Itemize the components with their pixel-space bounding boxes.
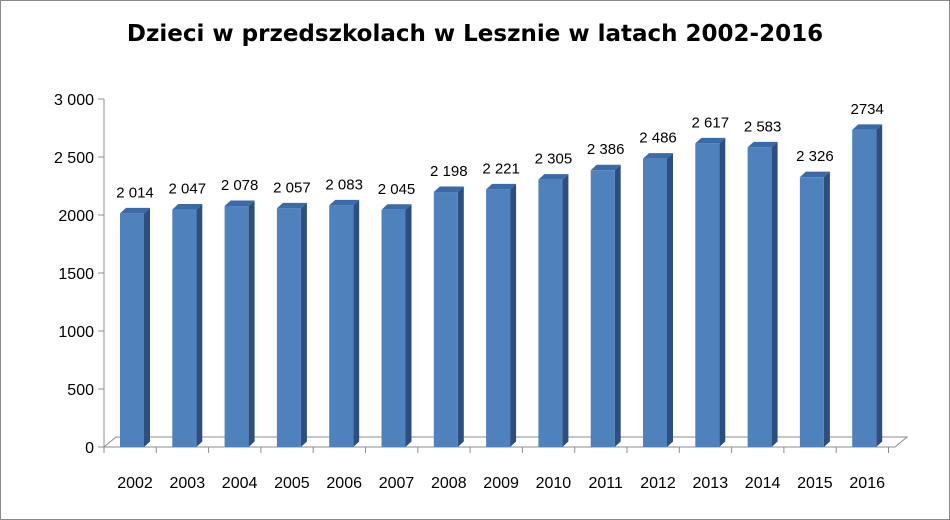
- bar-side: [353, 199, 360, 447]
- bar: [381, 209, 406, 447]
- bar-side: [405, 204, 412, 447]
- x-tick-label: 2007: [379, 475, 415, 492]
- data-label: 2 221: [482, 160, 520, 177]
- y-tick-label: 2 500: [54, 150, 94, 167]
- x-tick-label: 2002: [117, 475, 153, 492]
- data-label: 2 047: [169, 181, 207, 198]
- bar: [224, 205, 249, 447]
- y-tick-label: 2000: [58, 208, 94, 225]
- bar-side: [823, 171, 830, 447]
- bar-top: [852, 124, 883, 130]
- y-tick-label: 500: [67, 382, 94, 399]
- bar-side: [876, 124, 883, 447]
- data-label: 2 326: [796, 148, 834, 165]
- x-tick-label: 2005: [274, 475, 310, 492]
- bar: [695, 143, 720, 448]
- bar: [747, 147, 772, 447]
- data-label: 2 057: [273, 179, 311, 196]
- y-tick-label: 1000: [58, 324, 94, 341]
- data-label: 2 014: [116, 184, 154, 201]
- x-tick-label: 2004: [222, 475, 258, 492]
- data-label: 2 045: [378, 181, 416, 198]
- x-tick-label: 2008: [431, 475, 467, 492]
- data-label: 2734: [851, 101, 884, 118]
- bar-side: [300, 202, 307, 447]
- bar-side: [144, 207, 150, 447]
- x-tick-label: 2011: [588, 475, 623, 492]
- x-tick-label: 2014: [745, 475, 781, 492]
- bar-side: [667, 153, 673, 447]
- x-tick-label: 2003: [170, 475, 206, 492]
- bar: [120, 213, 144, 447]
- bar-top: [538, 174, 569, 180]
- x-tick-label: 2010: [536, 475, 572, 492]
- bar: [852, 129, 877, 447]
- chart-title: Dzieci w przedszkolach w Lesznie w latac…: [126, 21, 824, 47]
- bar: [538, 179, 563, 447]
- y-tick-label: 0: [85, 440, 94, 457]
- bar: [643, 158, 667, 447]
- bar: [433, 192, 458, 447]
- data-label: 2 198: [430, 163, 468, 180]
- bar-side: [719, 137, 726, 448]
- bar-side: [771, 141, 778, 447]
- bar-top: [172, 204, 203, 210]
- bar: [799, 177, 824, 447]
- data-label: 2 083: [325, 176, 363, 193]
- bar-top: [643, 153, 673, 159]
- bar-top: [747, 141, 778, 148]
- bar-top: [590, 164, 621, 171]
- x-tick-label: 2006: [326, 475, 362, 492]
- bar-top: [695, 137, 726, 144]
- data-label: 2 486: [639, 130, 677, 147]
- bar-side: [510, 183, 517, 447]
- bar-side: [562, 174, 569, 447]
- bar-side: [457, 186, 464, 448]
- bar: [486, 189, 511, 447]
- bar-side: [614, 164, 621, 447]
- x-tick-label: 2012: [640, 475, 676, 492]
- bar-top: [486, 183, 517, 190]
- data-label: 2 583: [744, 118, 782, 135]
- bar-top: [381, 204, 412, 210]
- bar-top: [224, 200, 255, 206]
- bar-top: [329, 199, 360, 206]
- bar-top: [433, 186, 464, 193]
- x-tick-label: 2015: [797, 475, 833, 492]
- data-label: 2 617: [692, 114, 730, 131]
- x-tick-label: 2009: [483, 475, 519, 492]
- data-label: 2 386: [587, 141, 625, 158]
- x-tick-label: 2016: [849, 475, 885, 492]
- bar-top: [799, 171, 830, 178]
- bar-side: [196, 204, 203, 447]
- bar-top: [120, 207, 150, 214]
- y-tick-label: 1500: [58, 266, 94, 283]
- bar-side: [248, 200, 255, 447]
- data-label: 2 305: [535, 151, 573, 168]
- bar: [172, 209, 197, 447]
- bar: [329, 205, 354, 447]
- bar: [276, 208, 301, 447]
- data-label: 2 078: [221, 177, 259, 194]
- bar: [590, 170, 615, 447]
- bar-top: [276, 202, 307, 209]
- x-tick-label: 2013: [693, 475, 729, 492]
- y-tick-label: 3 000: [54, 92, 94, 109]
